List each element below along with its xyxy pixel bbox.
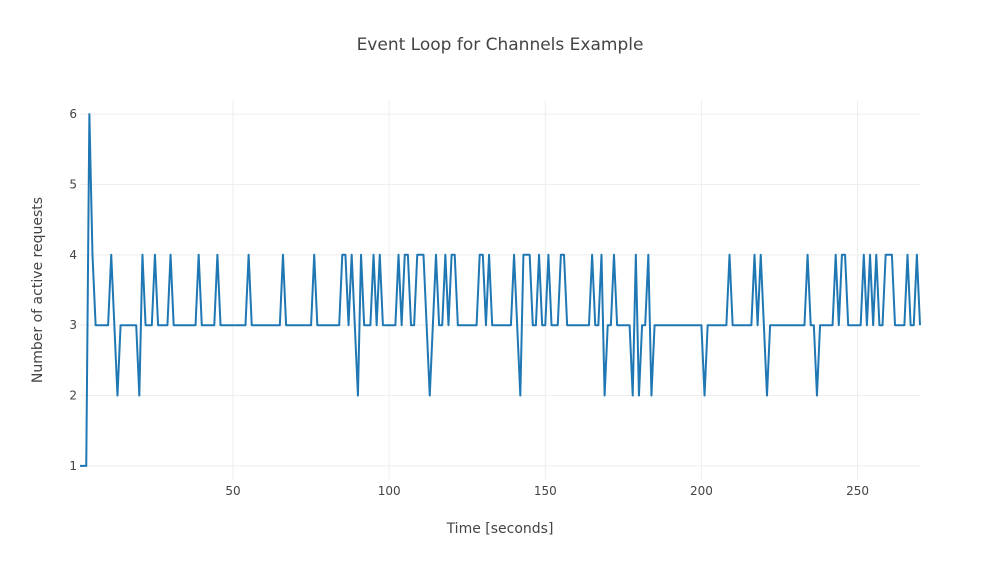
x-tick-label: 150	[534, 484, 557, 498]
y-axis-title: Number of active requests	[30, 197, 46, 383]
y-tick-label: 5	[69, 177, 77, 191]
y-tick-label: 2	[69, 389, 77, 403]
x-gridlines	[232, 100, 859, 480]
x-tick-label: 200	[690, 484, 713, 498]
y-tick-label: 6	[69, 107, 77, 121]
y-gridlines	[80, 113, 920, 467]
y-tick-label: 1	[69, 459, 77, 473]
y-tick-labels: 1 2 3 4 5 6	[69, 107, 77, 473]
x-axis-title: Time [seconds]	[446, 521, 554, 537]
x-tick-label: 100	[378, 484, 401, 498]
chart-title: Event Loop for Channels Example	[357, 35, 644, 55]
plot-area	[80, 113, 921, 467]
x-tick-labels: 50 100 150 200 250	[225, 484, 869, 498]
x-tick-label: 50	[225, 484, 240, 498]
y-tick-label: 4	[69, 248, 77, 262]
y-tick-label: 3	[69, 318, 77, 332]
x-tick-label: 250	[846, 484, 869, 498]
series-line	[80, 113, 921, 467]
